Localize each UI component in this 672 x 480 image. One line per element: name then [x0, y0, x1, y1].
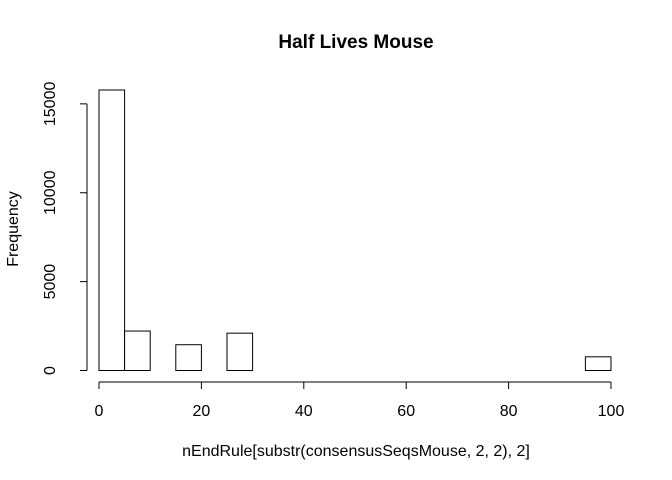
- bars-group: [98, 89, 612, 372]
- x-axis: 0 20 40 60 80 100: [95, 381, 625, 420]
- x-tick-label-5: 100: [598, 403, 625, 420]
- y-tick-label-0: 0: [42, 366, 59, 375]
- histogram-bar-0: [98, 89, 126, 371]
- y-tick-label-2: 10000: [42, 170, 59, 215]
- x-tick-label-2: 40: [295, 403, 313, 420]
- x-tick-label-4: 80: [500, 403, 518, 420]
- x-tick-label-1: 20: [193, 403, 211, 420]
- y-axis-label: Frequency: [5, 191, 22, 267]
- histogram-bar-3: [175, 344, 202, 371]
- y-tick-label-1: 5000: [42, 264, 59, 300]
- y-tick-label-3: 15000: [42, 82, 59, 127]
- x-tick-label-3: 60: [397, 403, 415, 420]
- chart-title: Half Lives Mouse: [278, 32, 433, 53]
- histogram-bar-1: [124, 330, 151, 372]
- x-axis-label: nEndRule[substr(consensusSeqsMouse, 2, 2…: [182, 443, 530, 460]
- histogram-bar-5: [226, 332, 254, 372]
- histogram-bar-19: [584, 356, 612, 372]
- x-tick-label-0: 0: [95, 403, 104, 420]
- y-axis: 0 5000 10000 15000: [42, 82, 88, 375]
